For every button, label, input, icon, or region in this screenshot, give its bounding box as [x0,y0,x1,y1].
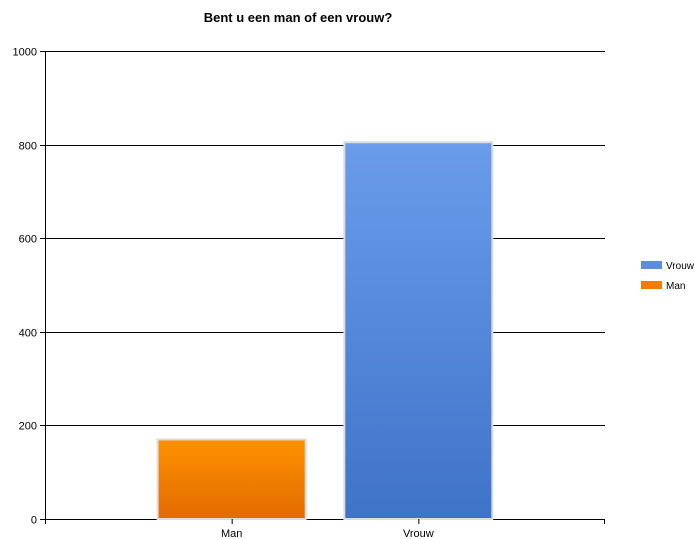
y-tick-label: 1000 [13,47,37,59]
legend: Vrouw Man [641,261,695,292]
y-tick-label: 0 [31,515,37,527]
x-tick-label: Man [221,528,242,539]
bar-vrouw [343,141,494,520]
axes: 0 200 400 600 800 1000 Man Vrouw [13,47,605,539]
y-tick-label: 200 [19,421,37,433]
bar-man [156,438,307,520]
chart-title: Bent u een man of een vrouw? [204,10,393,25]
legend-label: Vrouw [666,261,695,272]
y-tick-label: 600 [19,234,37,246]
y-tick-label: 800 [19,141,37,153]
legend-label: Man [666,281,685,292]
bars [156,141,494,520]
y-tick-label: 400 [19,328,37,340]
legend-swatch [641,261,662,269]
legend-swatch [641,281,662,289]
grid-lines [40,51,605,520]
x-tick-label: Vrouw [403,528,434,539]
